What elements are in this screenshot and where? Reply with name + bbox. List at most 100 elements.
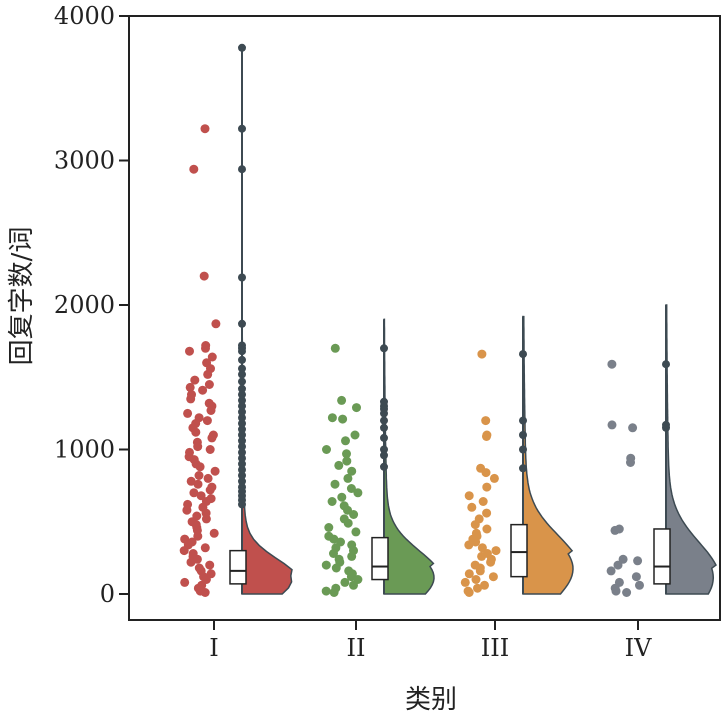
data-point-ii [342, 449, 351, 459]
outlier-i [238, 425, 246, 434]
outlier-i [238, 341, 246, 350]
outlier-i [238, 319, 246, 328]
boxplot-layer [229, 43, 671, 594]
violin-iv [665, 304, 717, 595]
data-point-i [209, 528, 219, 538]
data-point-ii [349, 510, 359, 519]
data-point-iii [464, 569, 474, 579]
data-point-iii [470, 520, 480, 530]
data-point-ii [331, 563, 341, 573]
data-point-ii [347, 551, 357, 561]
y-tick-label: 1000 [54, 435, 115, 463]
data-point-i [185, 382, 195, 392]
data-point-i [205, 485, 215, 495]
outlier-i [238, 431, 246, 439]
outlier-i [238, 384, 246, 393]
data-point-i [193, 442, 203, 452]
outlier-i [238, 419, 246, 428]
y-axis-title: 回复字数/词 [7, 227, 37, 366]
outlier-i [238, 402, 246, 411]
outlier-i [238, 477, 246, 486]
data-point-i [200, 588, 210, 597]
data-point-iv [613, 560, 623, 570]
data-point-iii [477, 551, 487, 561]
data-point-iv [631, 572, 641, 582]
plot-frame [128, 15, 721, 621]
data-point-iii [464, 540, 474, 550]
violin-layer [241, 47, 717, 595]
data-point-iv [611, 586, 621, 596]
data-point-i [205, 560, 215, 570]
data-point-i [189, 488, 199, 498]
outlier-iii [519, 431, 527, 439]
data-point-i [185, 346, 194, 356]
data-point-iii [482, 508, 492, 518]
data-point-iv [607, 359, 617, 369]
data-point-i [191, 427, 201, 437]
outlier-i [238, 465, 246, 474]
outlier-i [238, 407, 246, 416]
data-point-i [190, 375, 200, 385]
box-i [229, 549, 247, 585]
y-tick-label: 3000 [54, 146, 115, 174]
outlier-i [238, 448, 246, 457]
data-point-ii [343, 518, 353, 528]
data-point-iii [471, 575, 481, 584]
data-point-i [201, 514, 211, 524]
outlier-i [238, 377, 246, 386]
data-point-i [204, 380, 214, 389]
data-point-i [186, 394, 196, 404]
data-point-iii [491, 546, 501, 556]
data-point-i [207, 352, 217, 362]
outlier-i [238, 124, 246, 133]
rain-points-layer [179, 124, 644, 597]
data-point-iii [467, 502, 477, 512]
data-point-ii [329, 588, 339, 597]
data-point-iii [481, 416, 491, 426]
data-point-iv [635, 580, 644, 590]
outlier-ii [380, 433, 388, 442]
data-point-i [200, 543, 210, 553]
data-point-ii [342, 456, 352, 466]
data-point-iii [464, 491, 474, 501]
data-point-i [179, 546, 189, 556]
data-point-ii [327, 497, 337, 506]
outlier-ii [380, 462, 388, 471]
x-tick-label-ii: II [347, 634, 366, 662]
outlier-i [238, 43, 246, 52]
data-point-ii [330, 479, 340, 489]
y-tick-label: 4000 [54, 2, 115, 30]
data-point-i [186, 557, 196, 567]
outlier-i [238, 273, 246, 282]
data-point-iv [610, 525, 620, 535]
box-ii [371, 536, 389, 581]
data-point-iii [480, 580, 489, 590]
data-point-ii [321, 586, 331, 596]
data-point-iii [486, 557, 496, 567]
x-tick-label-i: I [209, 634, 218, 662]
x-tick-label-iv: IV [625, 634, 652, 662]
outlier-iii [519, 464, 527, 473]
data-point-ii [337, 395, 347, 405]
data-point-ii [324, 523, 334, 532]
outlier-iii [519, 350, 527, 359]
violin-i [241, 47, 293, 595]
data-point-i [193, 479, 203, 489]
data-point-i [200, 124, 210, 134]
data-point-i [206, 406, 216, 415]
outlier-iii [519, 445, 527, 454]
data-point-ii [352, 403, 361, 413]
data-point-i [196, 491, 206, 501]
outlier-i [238, 442, 246, 451]
y-tick-label: 0 [100, 580, 115, 608]
outlier-ii [380, 416, 388, 425]
outlier-i [238, 165, 246, 174]
data-point-iv [633, 556, 643, 566]
data-point-iv [607, 420, 617, 430]
x-axis-title: 类别 [405, 685, 457, 715]
data-point-i [193, 531, 203, 541]
outlier-ii [380, 344, 388, 353]
data-point-ii [334, 460, 344, 470]
